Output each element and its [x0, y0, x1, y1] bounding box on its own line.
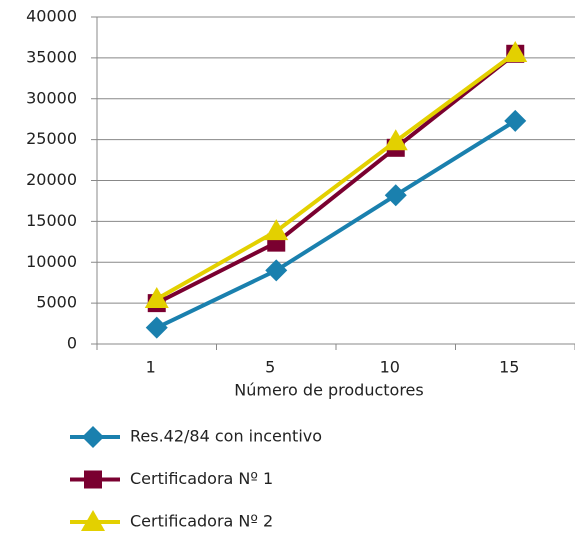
data-point	[265, 259, 288, 282]
x-axis-label: Número de productores	[234, 381, 423, 400]
x-tick-label: 5	[265, 358, 275, 377]
data-point	[384, 184, 407, 207]
legend-label: Certificadora Nº 2	[130, 512, 273, 531]
y-tick-label: 5000	[36, 293, 77, 312]
y-tick-label: 25000	[26, 129, 77, 148]
y-tick-label: 10000	[26, 252, 77, 271]
data-point	[144, 287, 169, 309]
x-tick-label: 10	[380, 358, 400, 377]
y-tick-label: 0	[67, 334, 77, 353]
y-tick-label: 20000	[26, 170, 77, 189]
legend-marker	[81, 510, 105, 531]
legend-marker	[82, 426, 104, 448]
data-point	[264, 219, 289, 241]
y-tick-label: 35000	[26, 47, 77, 66]
series-line	[155, 52, 517, 305]
legend-label: Res.42/84 con incentivo	[130, 427, 322, 446]
data-point	[145, 316, 168, 339]
data-point	[503, 40, 528, 62]
y-tick-label: 40000	[26, 7, 77, 26]
series-line	[155, 51, 517, 301]
data-point	[504, 109, 527, 132]
x-tick-label: 1	[146, 358, 156, 377]
legend-marker	[84, 470, 102, 489]
series-line	[155, 119, 517, 330]
legend-label: Certificadora Nº 1	[130, 469, 273, 488]
data-point	[383, 129, 408, 151]
y-tick-label: 15000	[26, 211, 77, 230]
y-tick-label: 30000	[26, 88, 77, 107]
x-tick-label: 15	[499, 358, 519, 377]
